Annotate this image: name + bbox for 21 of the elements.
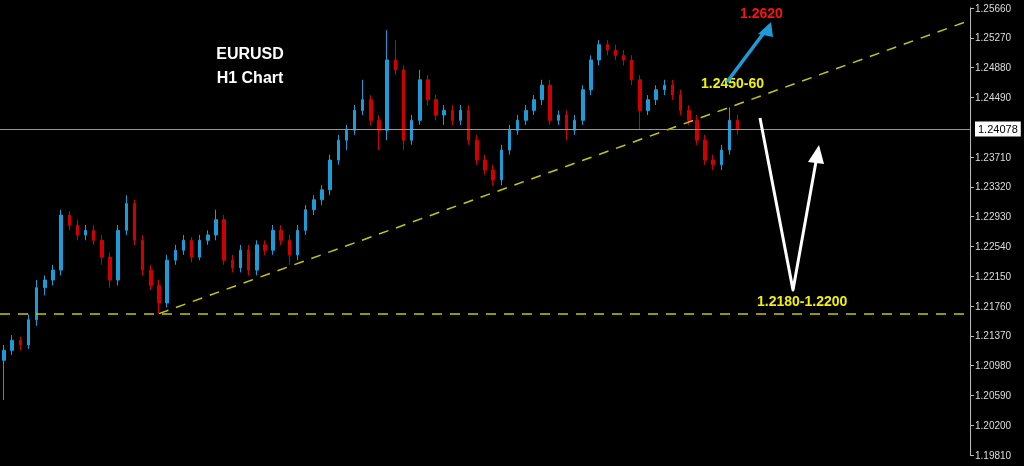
- y-tick-label: 1.22150: [975, 270, 1012, 282]
- annotation: 1.2450-60: [701, 75, 765, 91]
- text: EURUSD: [216, 44, 284, 62]
- y-tick-label: 1.24490: [975, 91, 1012, 103]
- y-tick-label: 1.22540: [975, 240, 1012, 252]
- y-tick-label: 1.21760: [975, 300, 1012, 312]
- y-tick-label: 1.20590: [975, 389, 1012, 401]
- y-tick-label: 1.23710: [975, 151, 1012, 163]
- text: H1 Chart: [216, 68, 285, 86]
- y-tick-label: 1.25270: [975, 32, 1012, 44]
- y-tick-label: 1.20980: [975, 360, 1012, 372]
- annotation: 1.2180-1.2200: [757, 293, 848, 309]
- y-tick-label: 1.24880: [975, 62, 1012, 74]
- y-tick-label: 1.25660: [975, 2, 1012, 14]
- annotation: 1.2620: [740, 5, 784, 21]
- y-tick-label: 1.20200: [975, 419, 1012, 431]
- y-tick-label: 1.23320: [975, 181, 1012, 193]
- y-tick-label: 1.19810: [975, 449, 1012, 461]
- y-tick-label: 1.22930: [975, 211, 1012, 223]
- y-tick-label: 1.21370: [975, 330, 1012, 342]
- ref-line-label: 1.24078: [978, 122, 1018, 135]
